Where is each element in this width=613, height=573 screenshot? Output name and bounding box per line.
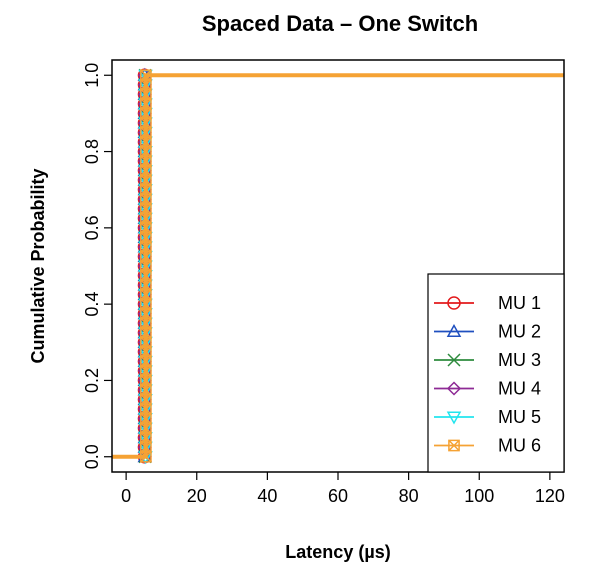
x-tick-label: 0 <box>121 486 131 506</box>
series-layer <box>112 67 564 465</box>
legend-marker <box>446 323 462 338</box>
legend-marker <box>446 381 462 396</box>
legend-entry: MU 5 <box>434 407 541 427</box>
x-axis: 0 20 40 60 80 100 120 <box>121 472 565 506</box>
legend-label: MU 3 <box>498 350 541 370</box>
legend-label: MU 6 <box>498 436 541 456</box>
legend-marker <box>448 439 460 452</box>
legend-entry: MU 1 <box>434 293 541 313</box>
x-tick-label: 80 <box>399 486 419 506</box>
y-tick-label: 0.2 <box>82 368 102 393</box>
x-tick-label: 120 <box>535 486 565 506</box>
x-tick-label: 40 <box>257 486 277 506</box>
legend-label: MU 4 <box>498 379 541 399</box>
legend-entry: MU 4 <box>434 379 541 399</box>
y-axis: 0.0 0.2 0.4 0.6 0.8 1.0 <box>82 63 112 469</box>
x-tick-label: 100 <box>464 486 494 506</box>
legend-label: MU 5 <box>498 407 541 427</box>
series-point <box>140 69 152 82</box>
y-tick-label: 0.6 <box>82 215 102 240</box>
legend-marker <box>446 411 462 425</box>
y-axis-label: Cumulative Probability <box>28 168 48 363</box>
y-tick-label: 0.0 <box>82 444 102 469</box>
legend-marker <box>447 353 461 367</box>
legend-label: MU 2 <box>498 322 541 342</box>
legend-box <box>427 273 565 473</box>
legend-entry: MU 6 <box>434 436 541 456</box>
legend-label: MU 1 <box>498 293 541 313</box>
x-tick-label: 60 <box>328 486 348 506</box>
chart-title: Spaced Data – One Switch <box>202 11 478 36</box>
legend-entry: MU 3 <box>434 350 541 370</box>
series-6 <box>112 69 564 463</box>
legend-entry: MU 2 <box>434 322 541 342</box>
legend: MU 1 MU 2 MU 3 MU 4 MU 5 MU 6 <box>427 273 565 473</box>
y-tick-label: 1.0 <box>82 63 102 88</box>
y-tick-label: 0.8 <box>82 139 102 164</box>
x-tick-label: 20 <box>187 486 207 506</box>
legend-marker <box>447 296 461 310</box>
y-tick-label: 0.4 <box>82 292 102 317</box>
x-axis-label: Latency (µs) <box>285 542 390 562</box>
